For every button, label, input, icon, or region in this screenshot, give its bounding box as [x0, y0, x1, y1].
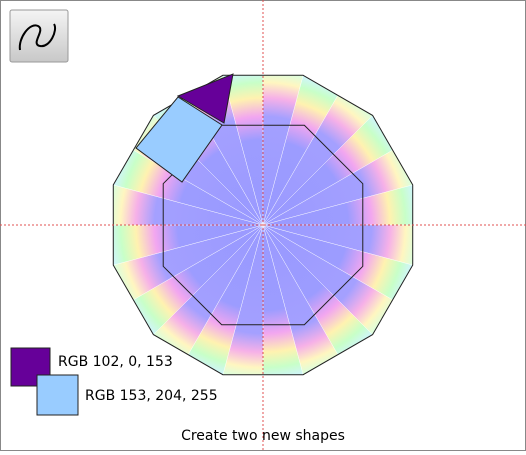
purple-shape [176, 73, 234, 124]
dodecagon [112, 74, 414, 376]
curve-icon [18, 23, 56, 51]
swatch-label: RGB 102, 0, 153 [58, 354, 173, 370]
caption: Create two new shapes [181, 428, 345, 444]
curve-tool-button[interactable] [9, 9, 69, 63]
swatch-label: RGB 153, 204, 255 [85, 388, 218, 404]
blue-shape [135, 96, 223, 183]
swatch-blue [36, 374, 79, 416]
